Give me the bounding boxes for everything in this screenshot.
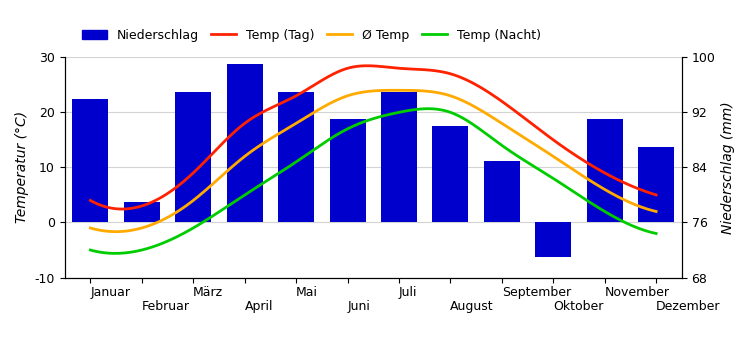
Text: Mai: Mai — [296, 286, 318, 299]
Ø Temp — [424, 89, 433, 93]
Line: Ø Temp: Ø Temp — [90, 90, 656, 232]
Text: November: November — [604, 286, 670, 299]
Temp (Nacht) — [423, 107, 432, 111]
Text: September: September — [502, 286, 571, 299]
Bar — [124, 202, 160, 223]
Y-axis label: Niederschlag (mm): Niederschlag (mm) — [721, 101, 735, 234]
Bar — [226, 64, 262, 223]
Temp (Tag) — [86, 198, 94, 203]
Ø Temp — [388, 88, 398, 92]
Temp (Nacht) — [110, 251, 119, 256]
Text: Januar: Januar — [90, 286, 130, 299]
Temp (Nacht) — [86, 248, 94, 252]
Bar — [329, 119, 365, 223]
Bar — [72, 99, 108, 223]
Text: April: April — [244, 300, 273, 313]
Text: August: August — [451, 300, 494, 313]
Bar — [536, 223, 572, 257]
Ø Temp — [436, 91, 445, 95]
Ø Temp — [110, 230, 119, 234]
Ø Temp — [652, 209, 661, 214]
Bar — [381, 92, 417, 223]
Text: März: März — [194, 286, 224, 299]
Text: Februar: Februar — [142, 300, 190, 313]
Bar — [484, 161, 520, 223]
Text: Juli: Juli — [399, 286, 418, 299]
Ø Temp — [88, 226, 97, 231]
Temp (Tag) — [424, 68, 433, 72]
Temp (Tag) — [602, 172, 611, 176]
Temp (Tag) — [427, 68, 436, 72]
Temp (Tag) — [436, 69, 445, 73]
Text: Juni: Juni — [347, 300, 370, 313]
Temp (Nacht) — [566, 188, 575, 192]
Temp (Tag) — [652, 193, 661, 197]
Text: Dezember: Dezember — [656, 300, 721, 313]
Temp (Nacht) — [88, 248, 97, 253]
Legend: Niederschlag, Temp (Tag), Ø Temp, Temp (Nacht): Niederschlag, Temp (Tag), Ø Temp, Temp (… — [76, 24, 546, 47]
Temp (Tag) — [566, 150, 575, 154]
Y-axis label: Temperatur (°C): Temperatur (°C) — [15, 111, 29, 223]
Temp (Tag) — [88, 199, 97, 204]
Bar — [433, 126, 469, 223]
Bar — [586, 119, 622, 223]
Temp (Tag) — [118, 207, 127, 211]
Ø Temp — [602, 189, 611, 193]
Temp (Nacht) — [436, 107, 445, 112]
Ø Temp — [427, 90, 436, 94]
Temp (Tag) — [362, 64, 371, 68]
Text: Oktober: Oktober — [554, 300, 604, 313]
Ø Temp — [86, 226, 94, 230]
Bar — [278, 92, 314, 223]
Temp (Nacht) — [427, 107, 436, 111]
Line: Temp (Tag): Temp (Tag) — [90, 66, 656, 209]
Temp (Nacht) — [602, 211, 611, 215]
Bar — [638, 147, 674, 223]
Temp (Nacht) — [424, 107, 433, 111]
Temp (Nacht) — [652, 231, 661, 236]
Line: Temp (Nacht): Temp (Nacht) — [90, 109, 656, 253]
Bar — [176, 92, 211, 223]
Ø Temp — [566, 166, 575, 170]
